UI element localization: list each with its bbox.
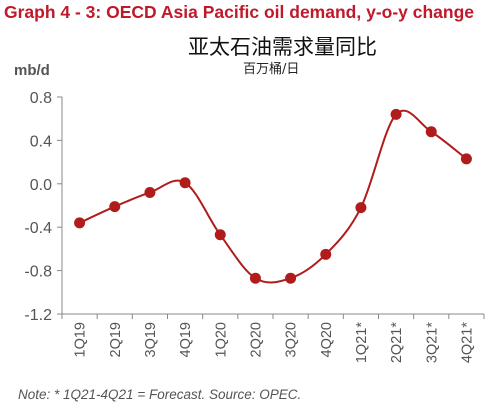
data-point — [460, 153, 472, 165]
y-tick-label: 0.4 — [30, 133, 52, 150]
x-tick-label: 4Q21* — [459, 322, 475, 363]
x-tick-label: 2Q20 — [248, 322, 264, 357]
y-axis-ticks: 0.8 0.4 0.0 -0.4 -0.8 -1.2 — [24, 90, 62, 324]
x-tick-label: 4Q20 — [319, 322, 335, 357]
series-group — [74, 108, 472, 284]
data-point — [179, 177, 191, 189]
y-axis-unit-label: mb/d — [14, 62, 50, 79]
x-tick-label: 1Q20 — [213, 322, 229, 357]
data-point — [144, 186, 156, 198]
data-point — [109, 201, 121, 213]
x-tick-label: 2Q19 — [108, 322, 124, 357]
series-line — [79, 109, 468, 284]
x-tick-label: 1Q19 — [73, 322, 89, 357]
x-tick-label: 2Q21* — [389, 322, 405, 363]
y-tick-label: 0.8 — [30, 90, 52, 107]
chart-footnote: Note: * 1Q21-4Q21 = Forecast. Source: OP… — [18, 387, 302, 402]
data-point — [425, 126, 437, 138]
data-point — [74, 217, 86, 229]
x-tick-label: 3Q19 — [143, 322, 159, 357]
y-tick-label: -0.8 — [24, 264, 52, 281]
x-tick-label: 3Q20 — [284, 322, 300, 357]
x-tick-label: 1Q21* — [354, 322, 370, 363]
chart-title-chinese: 亚太石油需求量同比 — [188, 35, 377, 59]
data-point — [249, 272, 261, 284]
y-tick-label: -1.2 — [24, 307, 52, 324]
y-tick-label: -0.4 — [24, 220, 52, 237]
data-point — [214, 229, 226, 241]
x-tick-label: 3Q21* — [424, 322, 440, 363]
x-axis-ticks: 1Q19 2Q19 3Q19 4Q19 1Q20 2Q20 3Q20 4Q20 1Q21* 2Q2… — [61, 314, 485, 363]
chart-title: Graph 4 - 3: OECD Asia Pacific oil deman… — [4, 2, 475, 22]
data-point — [320, 248, 332, 260]
x-tick-label: 4Q19 — [178, 322, 194, 357]
data-point — [390, 108, 402, 120]
y-tick-label: 0.0 — [30, 177, 52, 194]
chart-subtitle-unit-chinese: 百万桶/日 — [243, 62, 300, 77]
data-point — [285, 272, 297, 284]
data-point — [355, 202, 367, 214]
